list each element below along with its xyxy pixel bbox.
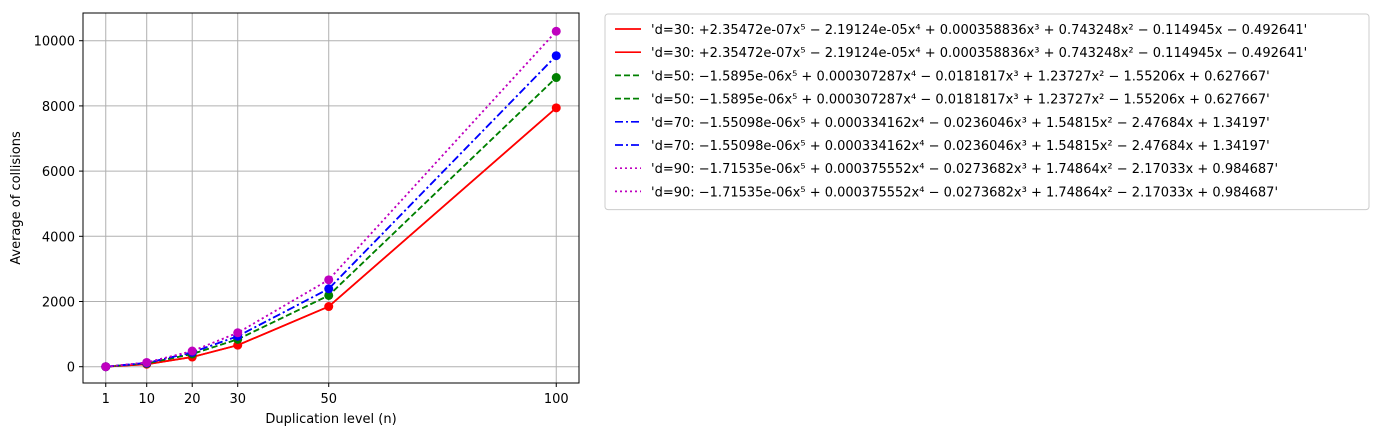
- series-line: [105, 107, 557, 368]
- grid: [83, 13, 579, 383]
- series-line: [105, 107, 557, 368]
- series-4: [101, 51, 561, 372]
- y-tick-label: 6000: [42, 165, 75, 180]
- series-line: [105, 76, 557, 368]
- legend-label: 'd=90: −1.71535e-06x⁵ + 0.000375552x⁴ − …: [651, 162, 1278, 177]
- legend-item: 'd=90: −1.71535e-06x⁵ + 0.000375552x⁴ − …: [615, 185, 1278, 200]
- series-6: [101, 26, 561, 372]
- legend-item: 'd=30: +2.35472e-07x⁵ − 2.19124e-05x⁴ + …: [615, 46, 1307, 61]
- data-point: [233, 328, 243, 338]
- legend-label: 'd=90: −1.71535e-06x⁵ + 0.000375552x⁴ − …: [651, 185, 1278, 200]
- y-tick-label: 0: [67, 361, 75, 376]
- y-axis-label: Average of collisions: [9, 131, 24, 265]
- legend-item: 'd=70: −1.55098e-06x⁵ + 0.000334162x⁴ − …: [615, 116, 1270, 131]
- legend-item: 'd=50: −1.5895e-06x⁵ + 0.000307287x⁴ − 0…: [615, 69, 1270, 84]
- series-line: [105, 30, 557, 368]
- legend-label: 'd=30: +2.35472e-07x⁵ − 2.19124e-05x⁴ + …: [651, 23, 1307, 38]
- legend-item: 'd=30: +2.35472e-07x⁵ − 2.19124e-05x⁴ + …: [615, 23, 1307, 38]
- legend: 'd=30: +2.35472e-07x⁵ − 2.19124e-05x⁴ + …: [604, 13, 1370, 211]
- legend-frame: [604, 13, 1370, 211]
- data-point: [551, 73, 561, 83]
- y-tick-label: 10000: [34, 35, 75, 50]
- y-axis-ticks: 0 2000 4000 6000 8000 10000: [34, 35, 83, 376]
- series-1: [105, 107, 557, 368]
- legend-label: 'd=50: −1.5895e-06x⁵ + 0.000307287x⁴ − 0…: [651, 93, 1270, 108]
- x-tick-label: 50: [320, 392, 337, 407]
- x-axis-ticks: 1 10 20 30 50 100: [102, 383, 569, 407]
- series-line: [105, 55, 557, 368]
- series-5: [105, 55, 557, 368]
- x-tick-label: 20: [184, 392, 201, 407]
- legend-item: 'd=90: −1.71535e-06x⁵ + 0.000375552x⁴ − …: [615, 162, 1278, 177]
- series-line: [105, 55, 557, 368]
- y-tick-label: 2000: [42, 296, 75, 311]
- legend-label: 'd=30: +2.35472e-07x⁵ − 2.19124e-05x⁴ + …: [651, 46, 1307, 61]
- legend-label: 'd=50: −1.5895e-06x⁵ + 0.000307287x⁴ − 0…: [651, 69, 1270, 84]
- y-tick-label: 4000: [42, 230, 75, 245]
- x-tick-label: 30: [229, 392, 246, 407]
- legend-label: 'd=70: −1.55098e-06x⁵ + 0.000334162x⁴ − …: [651, 139, 1270, 154]
- legend-item: 'd=50: −1.5895e-06x⁵ + 0.000307287x⁴ − 0…: [615, 93, 1270, 108]
- x-tick-label: 1: [102, 392, 110, 407]
- x-axis-label: Duplication level (n): [265, 412, 396, 427]
- x-tick-label: 100: [544, 392, 569, 407]
- series-line: [105, 30, 557, 368]
- series-line: [105, 76, 557, 368]
- series-2: [101, 73, 561, 372]
- series-0: [101, 103, 561, 372]
- legend-label: 'd=70: −1.55098e-06x⁵ + 0.000334162x⁴ − …: [651, 116, 1270, 131]
- plot-series: [101, 26, 561, 372]
- data-point: [187, 346, 197, 356]
- series-7: [105, 30, 557, 368]
- series-3: [105, 76, 557, 368]
- legend-item: 'd=70: −1.55098e-06x⁵ + 0.000334162x⁴ − …: [615, 139, 1270, 154]
- data-point: [551, 26, 561, 36]
- x-tick-label: 10: [138, 392, 155, 407]
- y-tick-label: 8000: [42, 100, 75, 115]
- plot-frame: [82, 12, 580, 384]
